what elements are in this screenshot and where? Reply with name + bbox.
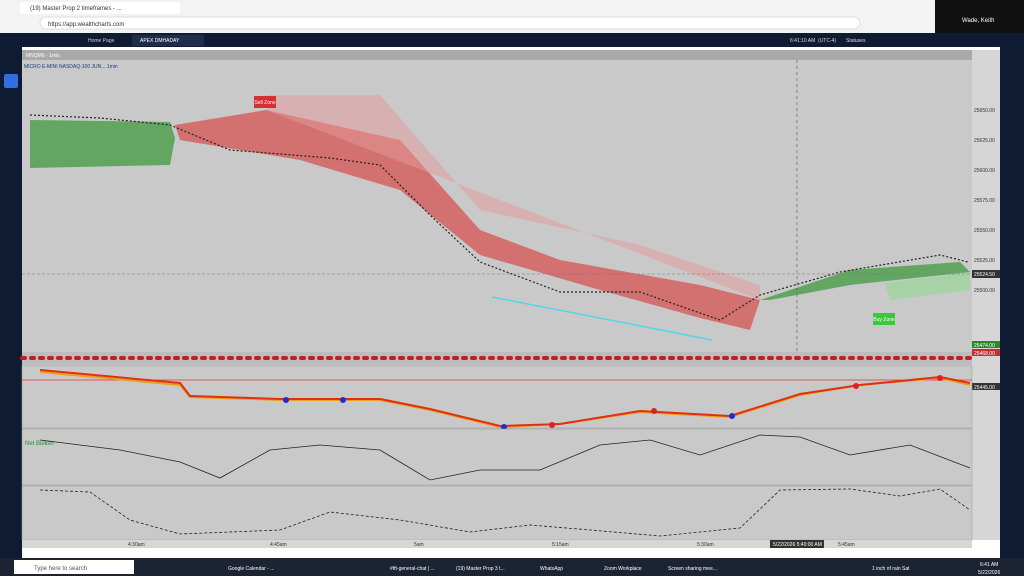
time-tick: 5:15am [552, 542, 569, 548]
status[interactable]: Statuses [846, 38, 866, 44]
ma-panel [21, 365, 973, 429]
ma-dot [340, 397, 346, 403]
time-tick: 5:30am [697, 542, 714, 548]
cursor-time-bg [770, 540, 824, 548]
address-bar[interactable] [39, 16, 861, 30]
time-axis [22, 540, 972, 548]
price-tick: 25550.00 [974, 228, 995, 234]
price-axis [972, 50, 1000, 540]
price-flag: 25468.00 [974, 351, 995, 357]
taskbar-time: 6:41 AM [980, 562, 998, 568]
taskbar-app[interactable]: Zoom Workplace [604, 566, 642, 572]
app-header [0, 33, 1024, 47]
bull-cloud [30, 120, 175, 168]
sell-label: Sell Zone [254, 100, 275, 106]
oscillator-panel [21, 428, 973, 486]
taskbar-app[interactable]: Google Calendar - ... [228, 566, 274, 572]
taskbar-date: 5/22/2026 [978, 570, 1000, 576]
ma-dot [501, 424, 507, 430]
price-flag-bg [972, 383, 1000, 390]
time-tick: 4:45am [270, 542, 287, 548]
clock: 6:41:10 AM [790, 38, 815, 44]
tab-title: (19) Master Prop 2 timeframes - ... [30, 6, 122, 12]
ma-dot [283, 397, 289, 403]
ma-dot [937, 375, 943, 381]
ma-dot [729, 413, 735, 419]
app-tab[interactable]: Home Page [88, 38, 115, 44]
cursor-time: 5/22/2026 5:40:00 AM [773, 542, 822, 548]
signal-panel [22, 352, 972, 365]
buy-zone-cloud [885, 272, 970, 300]
ma-dot [651, 408, 657, 414]
price-tick: 25575.00 [974, 198, 995, 204]
url: https://app.wealthcharts.com [48, 22, 124, 28]
taskbar-app[interactable]: #tft-general-chat | ... [390, 566, 435, 572]
ma-dot [853, 383, 859, 389]
price-tick: 25525.00 [974, 258, 995, 264]
bull-cloud [760, 262, 970, 300]
price-path [29, 114, 969, 321]
bottom-line [39, 488, 971, 537]
price-tick: 25600.00 [974, 168, 995, 174]
zoom-panel [935, 0, 1024, 35]
search-text: Type here to search [34, 566, 87, 572]
bear-cloud [175, 110, 760, 330]
price-flag-bg [972, 341, 1000, 348]
instrument: MICRO E-MINI NASDAQ-100 JUN... 1min [24, 64, 118, 70]
price-flag: 25524.50 [974, 272, 995, 278]
ma-fast [39, 369, 971, 428]
buy-label-bg [873, 313, 895, 325]
weather: 1 inch of rain Sat [872, 566, 910, 572]
price-flag-bg [972, 349, 1000, 356]
add-button[interactable] [4, 74, 18, 88]
trend-line [491, 296, 713, 341]
taskbar-app[interactable]: WhatsApp [540, 566, 563, 572]
browser-tab[interactable] [20, 2, 180, 14]
taskbar-app[interactable]: (19) Master Prop 3 t... [456, 566, 505, 572]
price-tick: 25500.00 [974, 288, 995, 294]
right-sidebar [1000, 47, 1024, 558]
sell-zone-cloud [266, 95, 760, 300]
app-tab[interactable]: APEX DMHADAY [140, 38, 180, 44]
chart-toolbar [22, 50, 972, 60]
time-tick: 5:45am [838, 542, 855, 548]
price-tick: 25650.00 [974, 108, 995, 114]
price-flag: 25474.00 [974, 343, 995, 349]
sell-label-bg [254, 96, 276, 108]
timezone: (UTC-4) [818, 38, 836, 44]
active-tab-bg [132, 35, 204, 46]
price-flag-bg [972, 270, 1000, 278]
bottom-panel [21, 485, 973, 541]
time-tick: 5am [414, 542, 424, 548]
bias-label: Net Bullish [25, 441, 54, 447]
taskbar-app[interactable]: Screen sharing mee... [668, 566, 717, 572]
time-tick: 4:30am [128, 542, 145, 548]
left-sidebar [0, 47, 22, 558]
oscillator-line [39, 434, 971, 481]
price-flag: 25445.00 [974, 385, 995, 391]
symbol: MNQM6 - 1min [26, 53, 60, 59]
search-box[interactable] [14, 560, 134, 574]
user-name: Wade, Keith [962, 18, 994, 24]
price-tick: 25625.00 [974, 138, 995, 144]
ma-dot [549, 422, 555, 428]
taskbar [0, 558, 1024, 576]
buy-label: Buy Zone [873, 317, 895, 323]
